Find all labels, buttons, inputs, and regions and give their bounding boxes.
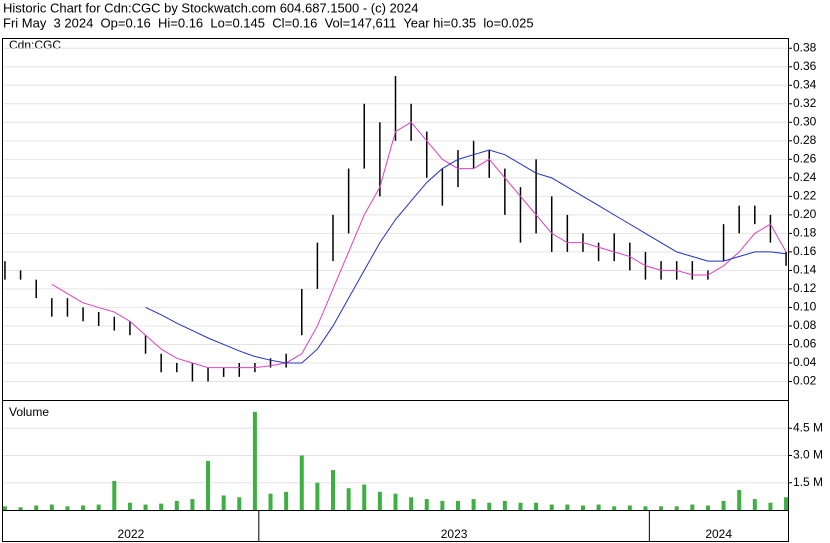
y-tick-label: 0.06	[793, 337, 817, 351]
volume-bar	[127, 502, 132, 510]
y-tick-label: 4.5 M	[793, 420, 823, 434]
volume-bar	[502, 500, 507, 510]
volume-bar	[612, 506, 617, 510]
volume-bar	[409, 497, 414, 510]
y-tick-label: 0.12	[793, 281, 817, 295]
y-tick-label: 0.16	[793, 244, 817, 258]
volume-bar	[331, 470, 336, 510]
y-tick-label: 1.5 M	[793, 475, 823, 489]
volume-bar	[362, 484, 367, 510]
volume-bar	[518, 502, 523, 510]
volume-bar	[237, 497, 242, 510]
y-tick-label: 0.30	[793, 114, 817, 128]
y-tick-label: 0.20	[793, 207, 817, 221]
y-tick-label: 0.38	[793, 40, 817, 54]
volume-bar	[190, 499, 195, 510]
volume-bar	[284, 491, 289, 510]
volume-bar	[424, 499, 429, 510]
volume-bar	[143, 504, 148, 510]
volume-bar	[627, 505, 632, 510]
y-tick-label: 0.22	[793, 189, 817, 203]
volume-bar	[299, 455, 304, 510]
y-tick-label: 0.18	[793, 226, 817, 240]
y-tick-label: 0.34	[793, 77, 817, 91]
volume-bar	[549, 504, 554, 510]
volume-bar	[268, 493, 273, 510]
y-tick-label: 0.02	[793, 374, 817, 388]
volume-bar	[96, 504, 101, 510]
volume-bar	[206, 460, 211, 510]
volume-bar	[487, 502, 492, 510]
volume-bar	[34, 505, 39, 510]
volume-bar	[752, 499, 757, 510]
x-tick-label: 2023	[441, 527, 468, 541]
volume-bar	[455, 500, 460, 510]
moving-average	[145, 149, 787, 364]
y-tick-label: 0.36	[793, 59, 817, 73]
volume-bar	[690, 504, 695, 510]
volume-bar	[737, 490, 742, 510]
volume-bar	[721, 500, 726, 510]
volume-bar	[471, 499, 476, 510]
y-tick-label: 3.0 M	[793, 448, 823, 462]
chart-subtitle: Fri May 3 2024 Op=0.16 Hi=0.16 Lo=0.145 …	[3, 15, 534, 30]
y-tick-label: 0.14	[793, 263, 817, 277]
moving-average	[51, 121, 787, 369]
y-tick-label: 0.26	[793, 152, 817, 166]
volume-bar	[377, 491, 382, 510]
y-tick-label: 0.24	[793, 170, 817, 184]
volume-bar	[65, 506, 70, 510]
volume-bar	[315, 482, 320, 510]
y-tick-label: 0.10	[793, 300, 817, 314]
volume-bar	[784, 497, 789, 510]
volume-bar	[534, 502, 539, 510]
volume-bar	[112, 480, 117, 510]
y-tick-label: 0.08	[793, 318, 817, 332]
volume-bar	[159, 503, 164, 510]
volume-bar	[440, 500, 445, 510]
volume-bar	[596, 504, 601, 510]
y-tick-label: 0.28	[793, 133, 817, 147]
volume-label: Volume	[9, 405, 49, 419]
volume-bar	[221, 495, 226, 510]
volume-bar	[705, 505, 710, 510]
date-strip	[2, 510, 789, 542]
volume-bar	[580, 505, 585, 510]
volume-bar	[659, 506, 664, 510]
volume-bar	[565, 504, 570, 510]
volume-bar	[174, 500, 179, 510]
volume-bar	[81, 505, 86, 510]
volume-bar	[2, 506, 7, 510]
volume-bar	[768, 502, 773, 510]
volume-bar	[49, 504, 54, 510]
x-tick-label: 2022	[118, 527, 145, 541]
chart-title: Historic Chart for Cdn:CGC by Stockwatch…	[3, 0, 418, 15]
volume-bar	[346, 488, 351, 510]
y-tick-label: 0.32	[793, 96, 817, 110]
volume-bar	[252, 411, 257, 510]
x-tick-label: 2024	[705, 527, 732, 541]
volume-bar	[674, 506, 679, 510]
y-tick-label: 0.04	[793, 355, 817, 369]
symbol-label: Cdn:CGC	[9, 38, 61, 52]
volume-bar	[643, 506, 648, 510]
volume-bar	[393, 493, 398, 510]
volume-bar	[18, 507, 23, 510]
